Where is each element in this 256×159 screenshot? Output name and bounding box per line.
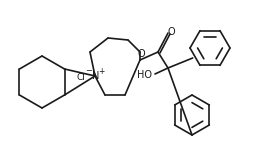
Text: HO: HO [137,70,153,80]
Text: O: O [137,49,145,59]
Text: N: N [92,71,100,81]
Text: Cl: Cl [77,73,86,82]
Text: O: O [167,27,175,37]
Text: −: − [86,66,92,76]
Text: +: + [98,66,104,76]
